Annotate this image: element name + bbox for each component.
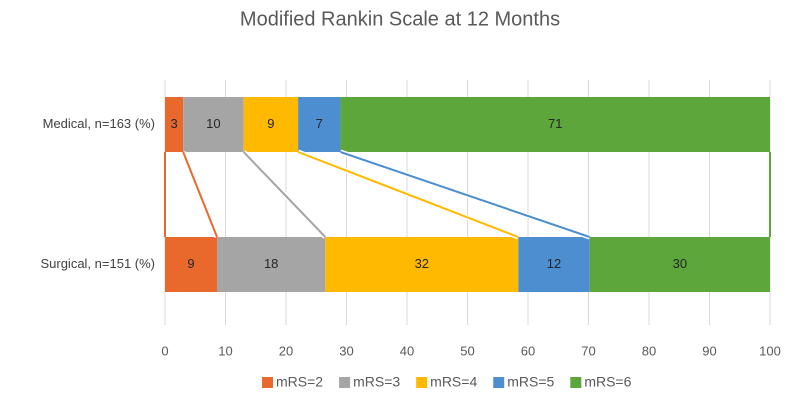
data-label: 18 xyxy=(264,256,278,271)
x-tick-label: 20 xyxy=(279,343,293,358)
data-label: 32 xyxy=(415,256,429,271)
category-label: Medical, n=163 (%) xyxy=(43,116,155,131)
x-tick-label: 60 xyxy=(521,343,535,358)
bar-segment xyxy=(340,97,770,152)
x-tick-label: 80 xyxy=(642,343,656,358)
series-line xyxy=(297,151,519,238)
legend-label: mRS=5 xyxy=(507,374,554,390)
data-label: 10 xyxy=(206,116,220,131)
x-tick-label: 70 xyxy=(581,343,595,358)
legend-swatch xyxy=(339,377,351,388)
bar-segment xyxy=(325,237,519,292)
bar-segment xyxy=(518,237,590,292)
bar-segment xyxy=(589,237,770,292)
bar-segment xyxy=(298,97,341,152)
series-line xyxy=(182,151,218,238)
x-tick-label: 0 xyxy=(161,343,168,358)
chart-title: Modified Rankin Scale at 12 Months xyxy=(240,8,560,30)
legend-label: mRS=4 xyxy=(430,374,477,390)
x-tick-label: 10 xyxy=(218,343,232,358)
x-tick-label: 30 xyxy=(339,343,353,358)
x-tick-label: 40 xyxy=(400,343,414,358)
legend-label: mRS=3 xyxy=(353,374,400,390)
data-label: 3 xyxy=(170,116,177,131)
legend-swatch xyxy=(570,377,582,388)
bar-segment xyxy=(165,97,184,152)
data-label: 7 xyxy=(316,116,323,131)
bar-segment xyxy=(183,97,244,152)
bar-segment xyxy=(217,237,326,292)
data-label: 71 xyxy=(548,116,562,131)
category-label: Surgical, n=151 (%) xyxy=(40,256,155,271)
series-line xyxy=(242,151,327,238)
legend-label: mRS=2 xyxy=(276,374,323,390)
legend-swatch xyxy=(416,377,428,388)
data-label: 9 xyxy=(267,116,274,131)
x-tick-label: 100 xyxy=(759,343,781,358)
data-label: 30 xyxy=(673,256,687,271)
legend-swatch xyxy=(262,377,273,388)
series-line xyxy=(340,151,591,238)
legend-swatch xyxy=(493,377,505,388)
x-tick-label: 50 xyxy=(460,343,474,358)
bar-segment xyxy=(165,237,218,292)
data-label: 9 xyxy=(187,256,194,271)
x-tick-label: 90 xyxy=(702,343,716,358)
data-label: 12 xyxy=(547,256,561,271)
bar-segment xyxy=(243,97,299,152)
legend-label: mRS=6 xyxy=(584,374,631,390)
